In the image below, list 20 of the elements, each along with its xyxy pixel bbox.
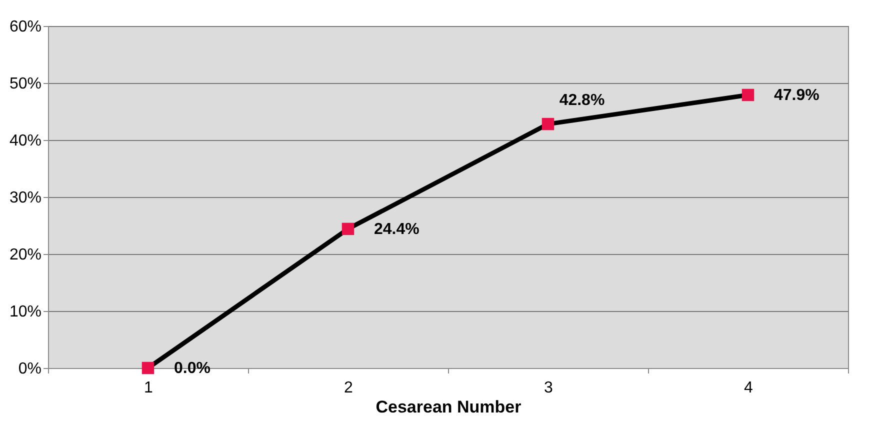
point (142, 362, 154, 374)
data-label: 0.0% (174, 360, 210, 377)
x-axis-title: Cesarean Number (376, 398, 522, 416)
y-tick-label: 20% (9, 246, 42, 264)
y-tick-label: 50% (9, 76, 42, 92)
y-tick-label: 10% (9, 304, 42, 320)
y-tick-label: 0% (18, 360, 42, 378)
data-label: 47.9% (774, 86, 820, 104)
data-label: 42.8% (559, 92, 605, 110)
data-label: 24.4% (374, 220, 420, 238)
y-tick-label: 60% (9, 18, 42, 36)
x-tick-label: 3 (544, 380, 554, 396)
point (742, 88, 754, 102)
x-tick-label: 2 (344, 380, 354, 396)
y-tick-label: 30% (9, 190, 42, 206)
x-tick-label: 1 (144, 380, 154, 396)
x-tick-label: 4 (744, 380, 754, 396)
point (342, 222, 354, 236)
y-tick-label: 40% (9, 132, 42, 150)
point (542, 118, 554, 130)
